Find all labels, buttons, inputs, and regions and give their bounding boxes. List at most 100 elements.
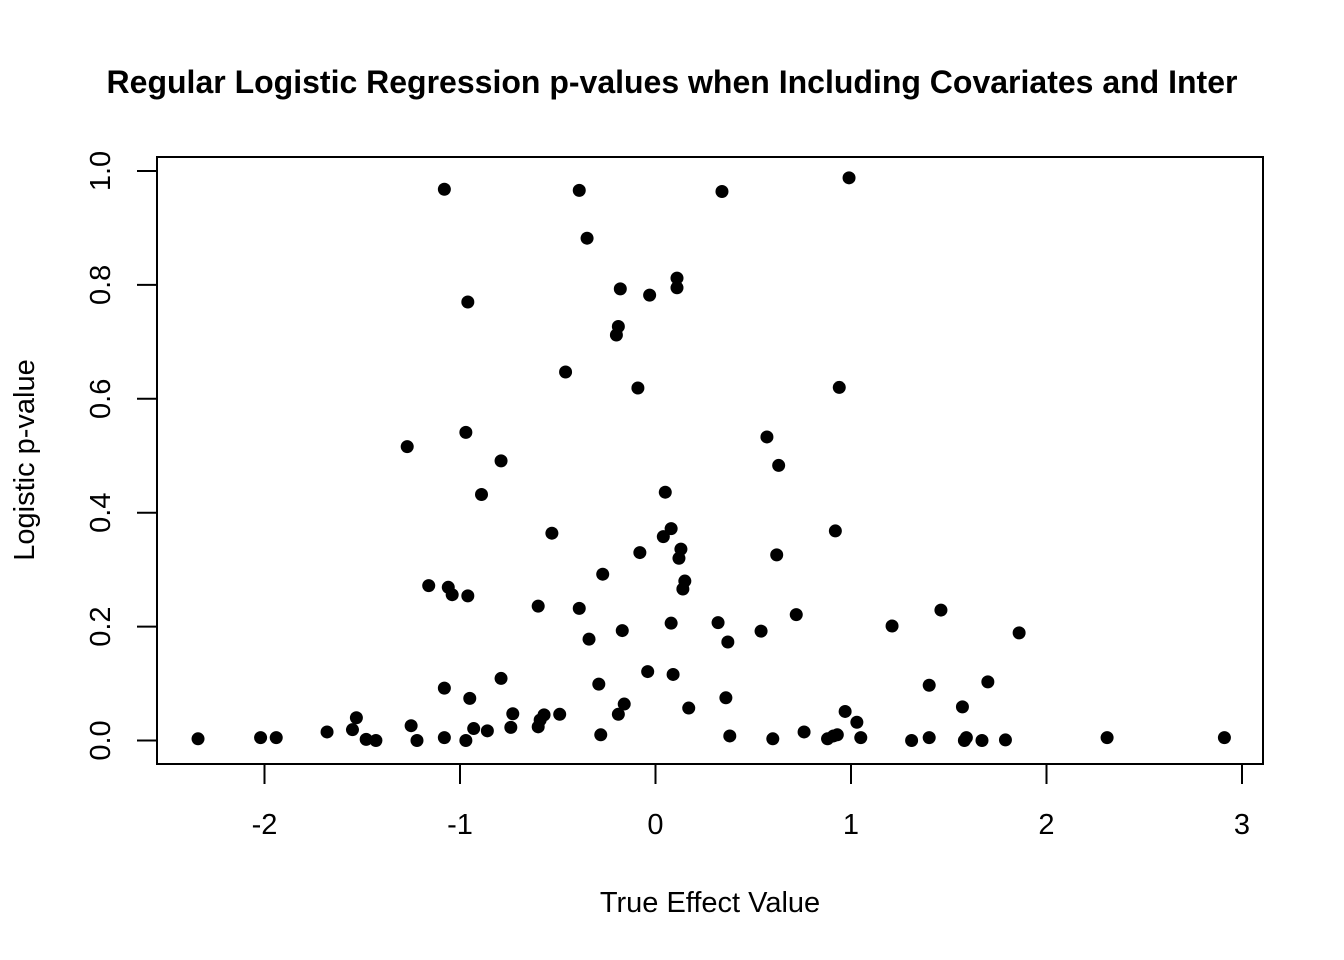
data-point [617,697,631,711]
y-tick-label: 1.0 [85,151,117,191]
data-point [494,454,508,468]
y-tick-label: 0.4 [85,493,117,533]
x-axis-label: True Effect Value [600,887,820,919]
data-point [885,619,899,633]
data-point [789,608,803,622]
data-point [1012,626,1026,640]
x-tick-label: -1 [447,809,473,841]
data-point [467,722,481,736]
data-point [682,701,696,715]
data-point [400,440,414,454]
data-point [320,725,334,739]
data-point [422,579,436,593]
data-point [905,734,919,747]
data-point [711,616,725,630]
data-point [369,734,383,747]
data-point [480,724,494,738]
data-point [664,616,678,630]
data-point [656,530,670,544]
x-tick-label: 0 [647,809,663,841]
data-point [797,725,811,739]
data-point [504,720,518,734]
data-point [664,522,678,536]
data-point [850,715,864,729]
data-point [349,711,363,725]
data-point [922,731,936,745]
y-tick-label: 0.0 [85,720,117,760]
data-point [572,183,586,197]
data-point [715,185,729,199]
y-tick-label: 0.8 [85,265,117,305]
data-point [437,182,451,196]
data-point [666,667,680,681]
data-point [580,231,594,245]
data-point [678,574,692,588]
data-point [611,707,625,721]
data-point [643,288,657,302]
x-tick-label: 1 [843,809,859,841]
data-point [437,731,451,745]
data-point [934,603,948,617]
data-point [633,546,647,560]
data-point [1100,731,1114,745]
data-point [830,728,844,742]
data-point [545,526,559,540]
data-point [494,671,508,685]
data-point [998,733,1012,747]
data-point [572,601,586,615]
data-point [772,458,786,472]
data-point [345,723,359,737]
data-point [437,681,451,695]
data-point [506,707,520,721]
data-point [191,732,205,746]
data-point [981,675,995,689]
data-point [674,542,688,556]
plot-frame [156,156,1264,765]
data-point [537,708,551,722]
data-point [975,734,989,747]
data-point [854,731,868,745]
data-point [760,430,774,444]
data-point [1217,731,1231,745]
data-point [723,729,737,743]
data-point [770,548,784,562]
data-point [553,707,567,721]
data-point [922,678,936,692]
y-axis: 0.0 0.2 0.4 0.6 0.8 1.0 [85,151,158,761]
data-point [359,732,373,746]
data-point [459,425,473,439]
data-point [615,624,629,638]
data-point [445,588,459,602]
chart-title: Regular Logistic Regression p-values whe… [107,64,1238,100]
data-point [754,624,768,638]
data-point [959,731,973,745]
data-point [592,677,606,691]
data-point [254,731,268,745]
data-point [766,732,780,746]
data-point [404,719,418,733]
data-point [721,635,735,649]
data-point [582,632,596,646]
data-point [719,691,733,705]
data-point [475,487,489,501]
data-point [596,567,610,581]
data-point [559,365,573,379]
data-point [531,599,545,613]
data-point [832,380,846,394]
data-point [594,728,608,742]
y-tick-label: 0.6 [85,379,117,419]
data-point [461,589,475,603]
data-point [842,171,856,185]
data-point [670,281,684,295]
data-point [613,282,627,296]
data-point [838,704,852,718]
data-point [658,485,672,499]
data-point [463,691,477,705]
x-tick-label: 2 [1038,809,1054,841]
data-point [828,524,842,538]
data-points [191,171,1231,747]
data-point [410,734,424,747]
data-point [461,295,475,309]
data-point [641,665,655,679]
